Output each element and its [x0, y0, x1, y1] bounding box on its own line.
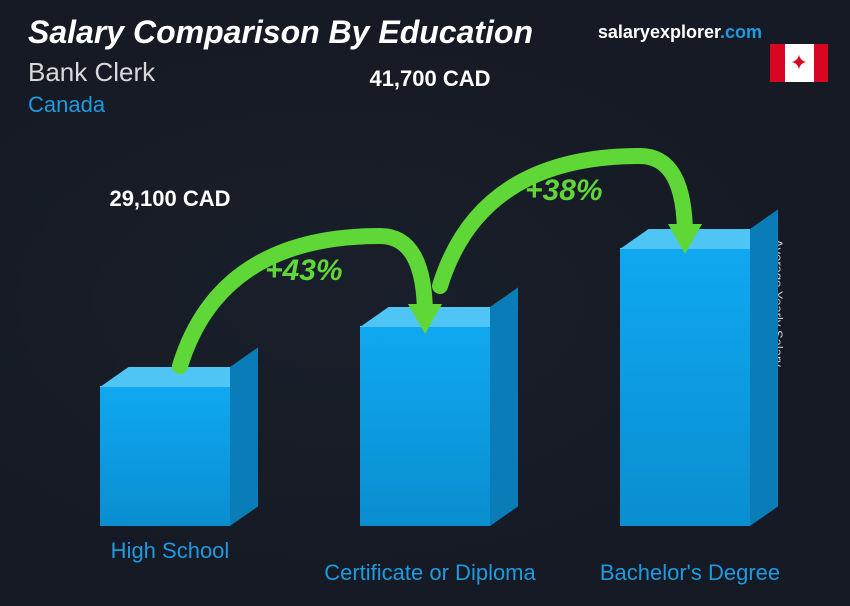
- bar-high-school: 29,100 CAD: [100, 386, 230, 526]
- chart-title: Salary Comparison By Education: [28, 14, 533, 51]
- bar-label-certificate: Certificate or Diploma: [320, 560, 540, 586]
- bar-value: 41,700 CAD: [330, 66, 530, 92]
- flag-red-left: [770, 44, 785, 82]
- bar-chart: 29,100 CAD High School 41,700 CAD Certif…: [60, 106, 800, 526]
- maple-leaf-icon: ✦: [790, 50, 808, 76]
- brand-name: salaryexplorer: [598, 22, 720, 42]
- bar-label-bachelor: Bachelor's Degree: [580, 560, 800, 586]
- increase-pct: +43%: [265, 254, 343, 288]
- flag-red-right: [814, 44, 829, 82]
- bar-value: 29,100 CAD: [70, 186, 270, 212]
- increase-pct: +38%: [525, 174, 603, 208]
- flag-white: ✦: [785, 44, 814, 82]
- bar-label-high-school: High School: [60, 538, 280, 564]
- bar-shape: [100, 386, 230, 526]
- arrow-icon: [420, 146, 710, 316]
- flag-icon: ✦: [770, 44, 828, 82]
- brand-label: salaryexplorer.com: [598, 22, 762, 43]
- arrow-icon: [160, 226, 450, 396]
- brand-suffix: .com: [720, 22, 762, 42]
